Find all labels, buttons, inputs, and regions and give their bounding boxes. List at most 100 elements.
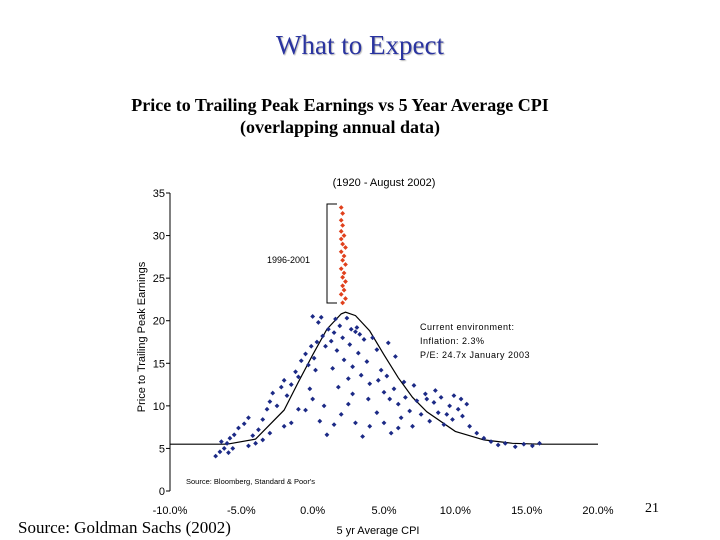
data-point-historical <box>253 440 258 446</box>
data-point-historical <box>398 415 404 421</box>
data-point-historical <box>337 323 343 329</box>
data-point-historical <box>387 396 393 402</box>
data-point-historical <box>355 350 361 356</box>
data-point-recent <box>340 211 346 216</box>
data-point-historical <box>288 382 294 387</box>
data-point-historical <box>381 420 387 426</box>
data-point-historical <box>310 314 316 319</box>
data-point-historical <box>298 358 304 364</box>
current-environment-line-1: Current environment: <box>420 322 515 332</box>
data-point-historical <box>296 406 301 412</box>
data-point-historical <box>323 343 328 349</box>
data-point-historical <box>367 423 373 429</box>
data-point-historical <box>331 330 337 336</box>
data-point-recent <box>343 262 348 267</box>
data-point-historical <box>221 446 227 451</box>
x-tick-label: 15.0% <box>511 505 542 517</box>
data-point-historical <box>378 367 384 373</box>
data-point-historical <box>438 394 444 400</box>
data-point-historical <box>367 381 373 387</box>
data-points <box>213 205 542 459</box>
current-environment-line-3: P/E: 24.7x January 2003 <box>420 350 530 360</box>
data-point-historical <box>278 384 284 390</box>
data-point-historical <box>246 443 251 449</box>
trend-curve <box>170 311 598 445</box>
data-point-historical <box>495 442 501 448</box>
data-point-historical <box>427 418 433 424</box>
data-point-historical <box>311 355 317 361</box>
y-tick-label: 5 <box>159 443 165 455</box>
data-point-historical <box>330 365 336 371</box>
data-point-recent <box>341 287 347 293</box>
chart-axes: 0 5 10 15 20 25 30 35 -10.0% -5.0% 0.0% 5.0% 10.0% 15… <box>153 188 614 517</box>
data-point-historical <box>358 372 364 378</box>
data-point-historical <box>315 320 321 325</box>
data-point-historical <box>305 362 311 368</box>
data-point-historical <box>401 379 407 385</box>
data-point-historical <box>537 440 542 446</box>
data-point-historical <box>521 441 527 447</box>
data-point-historical <box>348 326 354 332</box>
data-point-historical <box>307 386 313 392</box>
data-point-recent <box>343 279 348 284</box>
data-point-historical <box>502 440 508 446</box>
data-point-historical <box>345 401 351 407</box>
data-point-recent <box>338 291 344 297</box>
data-point-historical <box>213 453 219 459</box>
data-point-historical <box>353 420 358 426</box>
data-point-recent <box>338 236 344 242</box>
y-tick-label: 15 <box>153 358 165 370</box>
data-point-historical <box>393 354 398 359</box>
x-tick-label: 0.0% <box>300 505 325 517</box>
chart-title-line-2: (overlapping annual data) <box>239 117 441 137</box>
data-point-historical <box>334 348 340 353</box>
data-point-historical <box>267 430 273 436</box>
data-point-recent <box>343 296 348 301</box>
data-point-historical <box>395 425 401 431</box>
slide-title: What to Expect <box>276 30 444 60</box>
data-point-historical <box>381 389 387 395</box>
data-point-historical <box>250 433 256 439</box>
data-point-historical <box>411 383 417 388</box>
data-point-recent <box>338 249 344 255</box>
data-point-historical <box>288 420 294 426</box>
data-point-historical <box>350 391 356 397</box>
data-point-historical <box>317 418 323 424</box>
y-tick-label: 10 <box>153 401 165 413</box>
chart-title: Price to Trailing Peak Earnings vs 5 Yea… <box>40 94 640 138</box>
data-point-historical <box>474 430 480 436</box>
data-point-historical <box>313 367 318 373</box>
data-point-historical <box>274 403 280 409</box>
data-point-historical <box>335 384 341 390</box>
data-point-historical <box>360 434 365 439</box>
data-point-historical <box>395 401 401 407</box>
data-point-historical <box>361 337 367 342</box>
data-point-historical <box>218 439 224 445</box>
data-point-historical <box>431 400 437 405</box>
bracket-label: 1996-2001 <box>267 255 310 265</box>
y-axis-label: Price to Trailing Peak Earnings <box>136 261 148 412</box>
data-point-historical <box>364 359 370 364</box>
data-point-historical <box>338 411 344 417</box>
data-point-historical <box>324 432 330 438</box>
data-point-historical <box>314 339 320 345</box>
y-tick-label: 20 <box>153 316 165 328</box>
data-point-historical <box>512 444 518 450</box>
data-point-historical <box>310 396 316 402</box>
data-point-historical <box>270 390 276 396</box>
data-point-historical <box>424 396 430 402</box>
data-point-historical <box>281 377 287 383</box>
data-point-historical <box>331 422 337 427</box>
data-point-historical <box>403 394 408 400</box>
data-point-historical <box>281 423 287 429</box>
data-point-historical <box>464 401 470 407</box>
data-point-recent <box>338 228 344 234</box>
data-point-historical <box>227 435 233 441</box>
data-point-historical <box>345 376 351 382</box>
data-point-historical <box>246 415 251 421</box>
chart-source: Source: Bloomberg, Standard & Poor's <box>186 477 315 486</box>
chart-title-line-1: Price to Trailing Peak Earnings vs 5 Yea… <box>131 95 549 115</box>
data-point-historical <box>407 408 413 414</box>
data-point-historical <box>458 396 464 402</box>
data-point-historical <box>230 446 236 451</box>
